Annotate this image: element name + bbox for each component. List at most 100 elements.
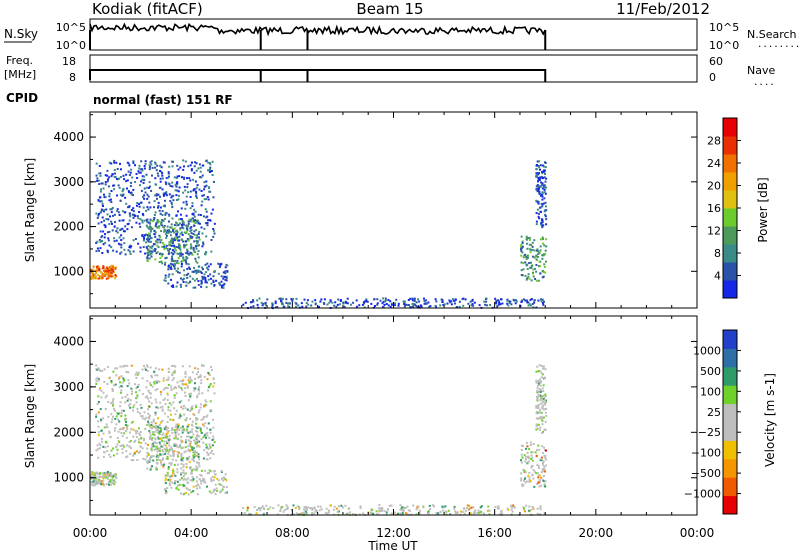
data-cell	[149, 218, 152, 221]
data-cell	[179, 166, 182, 169]
data-cell	[147, 408, 150, 411]
data-cell	[107, 239, 110, 242]
data-cell	[403, 300, 406, 303]
data-cell	[194, 221, 197, 224]
data-cell	[527, 457, 530, 460]
data-cell	[450, 300, 453, 303]
data-cell	[149, 222, 152, 225]
data-cell	[199, 406, 202, 409]
data-cell	[173, 407, 176, 410]
data-cell	[126, 187, 128, 190]
data-cell	[120, 168, 122, 171]
data-cell	[158, 225, 161, 228]
data-cell	[222, 271, 225, 274]
data-cell	[136, 215, 139, 218]
data-cell	[181, 429, 184, 432]
data-cell	[386, 508, 389, 511]
data-cell	[167, 415, 170, 418]
data-cell	[109, 435, 112, 438]
data-cell	[108, 176, 111, 179]
data-cell	[140, 441, 143, 444]
data-cell	[312, 507, 315, 510]
data-cell	[149, 253, 152, 256]
data-cell	[544, 401, 547, 404]
data-cell	[104, 241, 107, 244]
data-cell	[195, 192, 198, 195]
data-cell	[156, 221, 159, 223]
data-cell	[378, 510, 381, 513]
power-cbar-tick-label: 24	[707, 157, 721, 170]
data-cell	[494, 505, 497, 508]
data-cell	[195, 445, 198, 448]
data-cell	[186, 488, 189, 491]
data-cell	[531, 248, 534, 251]
data-cell	[522, 256, 525, 259]
data-cell	[187, 481, 190, 484]
data-cell	[183, 383, 186, 386]
data-cell	[198, 238, 201, 241]
data-cell	[99, 174, 102, 177]
data-cell	[210, 170, 213, 172]
data-cell	[485, 297, 488, 300]
data-cell	[181, 425, 184, 428]
data-cell	[135, 401, 138, 404]
data-cell	[146, 254, 149, 257]
data-cell	[363, 302, 366, 305]
data-cell	[535, 423, 538, 426]
data-cell	[197, 256, 200, 259]
data-cell	[199, 222, 201, 225]
data-cell	[105, 423, 108, 426]
power-swatch	[723, 118, 737, 137]
data-cell	[198, 188, 201, 191]
data-cell	[121, 219, 124, 222]
data-cell	[124, 423, 127, 426]
data-cell	[337, 510, 340, 513]
data-cell	[118, 186, 121, 189]
data-cell	[224, 478, 227, 481]
data-cell	[144, 396, 147, 399]
data-cell	[536, 483, 539, 485]
data-cell	[244, 301, 247, 304]
data-cell	[532, 275, 535, 278]
data-cell	[167, 426, 170, 429]
data-cell	[131, 176, 134, 179]
data-cell	[124, 396, 127, 398]
data-cell	[206, 378, 209, 381]
data-cell	[182, 463, 185, 466]
data-cell	[458, 300, 461, 303]
data-cell	[212, 279, 215, 282]
data-cell	[142, 246, 145, 249]
data-cell	[151, 437, 154, 440]
data-cell	[180, 473, 182, 476]
data-cell	[498, 302, 501, 305]
data-cell	[179, 232, 182, 235]
data-cell	[542, 480, 545, 482]
data-cell	[173, 437, 176, 440]
data-cell	[541, 221, 544, 224]
data-cell	[205, 400, 208, 403]
data-cell	[524, 460, 527, 463]
data-cell	[256, 299, 259, 302]
data-cell	[290, 298, 293, 301]
data-cell	[96, 265, 99, 268]
data-cell	[535, 258, 538, 261]
data-cell	[202, 276, 205, 279]
data-cell	[95, 449, 98, 452]
data-cell	[187, 493, 190, 496]
data-cell	[542, 367, 545, 370]
data-cell	[103, 210, 105, 213]
data-cell	[222, 277, 225, 280]
data-cell	[540, 372, 543, 375]
data-cell	[293, 513, 295, 516]
data-cell	[158, 430, 161, 433]
data-cell	[539, 238, 542, 241]
data-cell	[168, 434, 171, 437]
data-cell	[206, 434, 209, 437]
data-cell	[385, 511, 388, 514]
data-cell	[186, 177, 188, 180]
data-cell	[110, 381, 113, 384]
data-cell	[123, 248, 126, 251]
data-cell	[259, 509, 262, 512]
data-cell	[151, 439, 154, 441]
data-cell	[225, 479, 228, 482]
